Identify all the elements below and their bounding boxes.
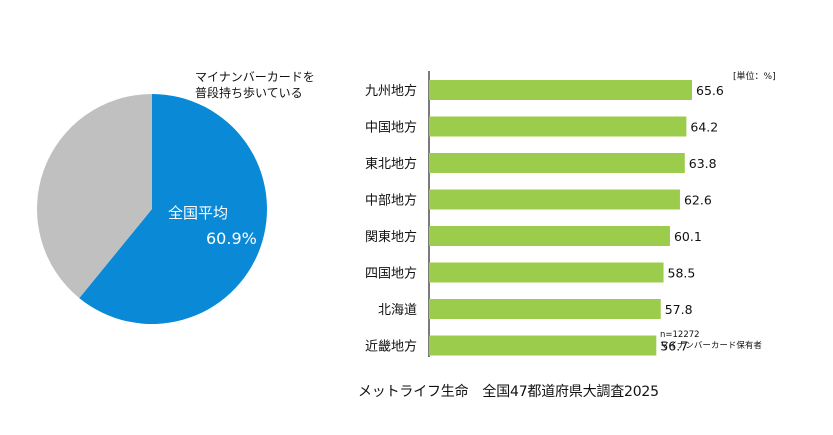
pie-chart xyxy=(37,94,268,324)
bar-4 xyxy=(429,226,670,246)
source-credit: メットライフ生命 全国47都道府県大調査2025 xyxy=(358,381,659,401)
value-label-4: 60.1 xyxy=(674,229,702,244)
category-label-4: 関東地方 xyxy=(365,229,417,245)
pie-chart-panel xyxy=(0,0,330,360)
category-label-0: 九州地方 xyxy=(365,83,417,99)
source-company: メットライフ生命 xyxy=(358,384,469,400)
bar-chart-unit-label: [単位：%] xyxy=(733,72,776,82)
bar-2 xyxy=(429,153,685,173)
pie-title-line-1: マイナンバーカードを xyxy=(195,70,315,84)
value-label-1: 64.2 xyxy=(690,120,718,135)
pie-slice-0 xyxy=(79,94,268,324)
value-label-6: 57.8 xyxy=(665,302,693,317)
sample-size-text: n=12272 xyxy=(660,330,700,340)
pie-chart-title: マイナンバーカードを 普段持ち歩いている xyxy=(195,69,315,101)
bar-5 xyxy=(429,262,664,283)
value-label-3: 62.6 xyxy=(684,193,712,208)
category-label-7: 近畿地方 xyxy=(365,339,417,355)
pie-slice-label-name: 全国平均 xyxy=(168,204,229,222)
bar-6 xyxy=(429,299,661,319)
sample-description-text: マイナンバーカード保有者 xyxy=(660,341,762,351)
value-label-0: 65.6 xyxy=(696,83,724,98)
bar-chart: 九州地方 65.6 中国地方 64.2 東北地方 63.8 中部地方 62.6 関東地方 60.1… xyxy=(365,71,724,357)
pie-slice-label-value: 60.9% xyxy=(206,229,257,248)
category-label-5: 四国地方 xyxy=(365,266,417,282)
category-label-1: 中国地方 xyxy=(365,120,417,136)
category-label-3: 中部地方 xyxy=(365,193,417,209)
pie-title-line-2: 普段持ち歩いている xyxy=(195,86,303,100)
category-label-6: 北海道 xyxy=(378,303,417,318)
value-label-7: 56.7 xyxy=(660,339,688,354)
value-label-5: 58.5 xyxy=(668,266,696,281)
bar-7 xyxy=(429,335,657,356)
bar-3 xyxy=(429,189,680,210)
pie-slice-1 xyxy=(37,94,152,299)
bar-0 xyxy=(429,80,692,100)
bar-chart-sample-note: n=12272 マイナンバーカード保有者 xyxy=(660,330,762,352)
bar-1 xyxy=(429,116,687,137)
bar-chart-panel: 九州地方 65.6 中国地方 64.2 東北地方 63.8 中部地方 62.6 関東地方 60.1… xyxy=(340,60,790,360)
value-label-2: 63.8 xyxy=(689,156,717,171)
category-label-2: 東北地方 xyxy=(365,156,417,172)
source-survey: 全国47都道府県大調査2025 xyxy=(482,384,659,400)
